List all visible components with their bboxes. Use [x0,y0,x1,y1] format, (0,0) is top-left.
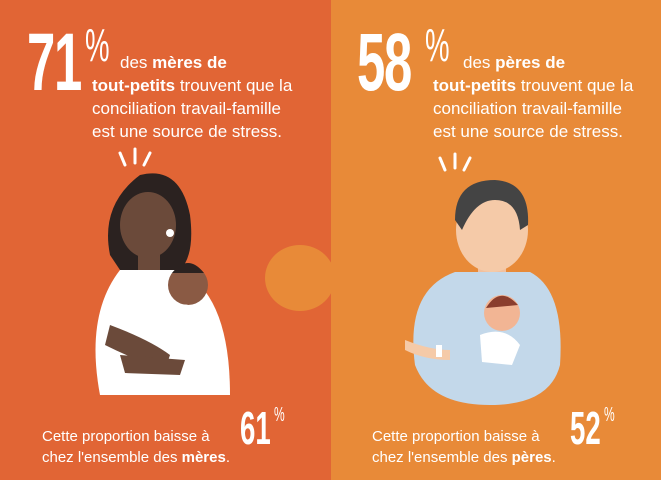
text: chez l'ensemble des [372,449,512,466]
fathers-all-stat: 52 [570,402,601,454]
stress-lines-icon [438,152,472,172]
text: des [120,53,153,72]
puzzle-knob [265,245,335,311]
text-bold: tout-petits [92,76,176,95]
mothers-line-2: tout-petits trouvent que la [92,75,292,97]
fathers-line-1: des pères de [463,52,565,74]
text: . [551,449,556,466]
text: trouvent que la [516,76,634,95]
fathers-all-percent: % [604,404,615,426]
mothers-line-1: des mères de [120,52,227,74]
fathers-stat: 58 [357,17,412,108]
mothers-bottom-line-2: chez l'ensemble des mères. [42,448,230,467]
text-bold: pères de [495,53,566,72]
mother-illustration [95,147,230,395]
mothers-all-percent: % [274,404,285,426]
text: . [225,449,230,466]
mothers-line-3: conciliation travail-famille [92,99,281,118]
fathers-percent-sign: % [425,19,450,71]
text-bold: mères de [152,53,227,72]
fathers-line-4: est une source de stress. [433,122,623,141]
fathers-line-2: tout-petits trouvent que la [433,75,633,97]
mothers-line-4: est une source de stress. [92,122,282,141]
text-bold: mères [181,449,226,466]
mothers-all-stat: 61 [240,402,271,454]
text: trouvent que la [175,76,293,95]
fathers-bottom-line-2: chez l'ensemble des pères. [372,448,556,467]
stress-lines-icon [118,147,152,167]
fathers-bottom-line-1: Cette proportion baisse à [372,428,540,445]
fathers-line-3: conciliation travail-famille [433,99,622,118]
text-bold: pères [511,449,552,466]
father-illustration [405,152,561,405]
mothers-percent-sign: % [85,19,110,71]
mothers-stat: 71 [27,17,82,108]
text: des [463,53,496,72]
mothers-bottom-line-1: Cette proportion baisse à [42,428,210,445]
text-bold: tout-petits [433,76,517,95]
text: chez l'ensemble des [42,449,182,466]
